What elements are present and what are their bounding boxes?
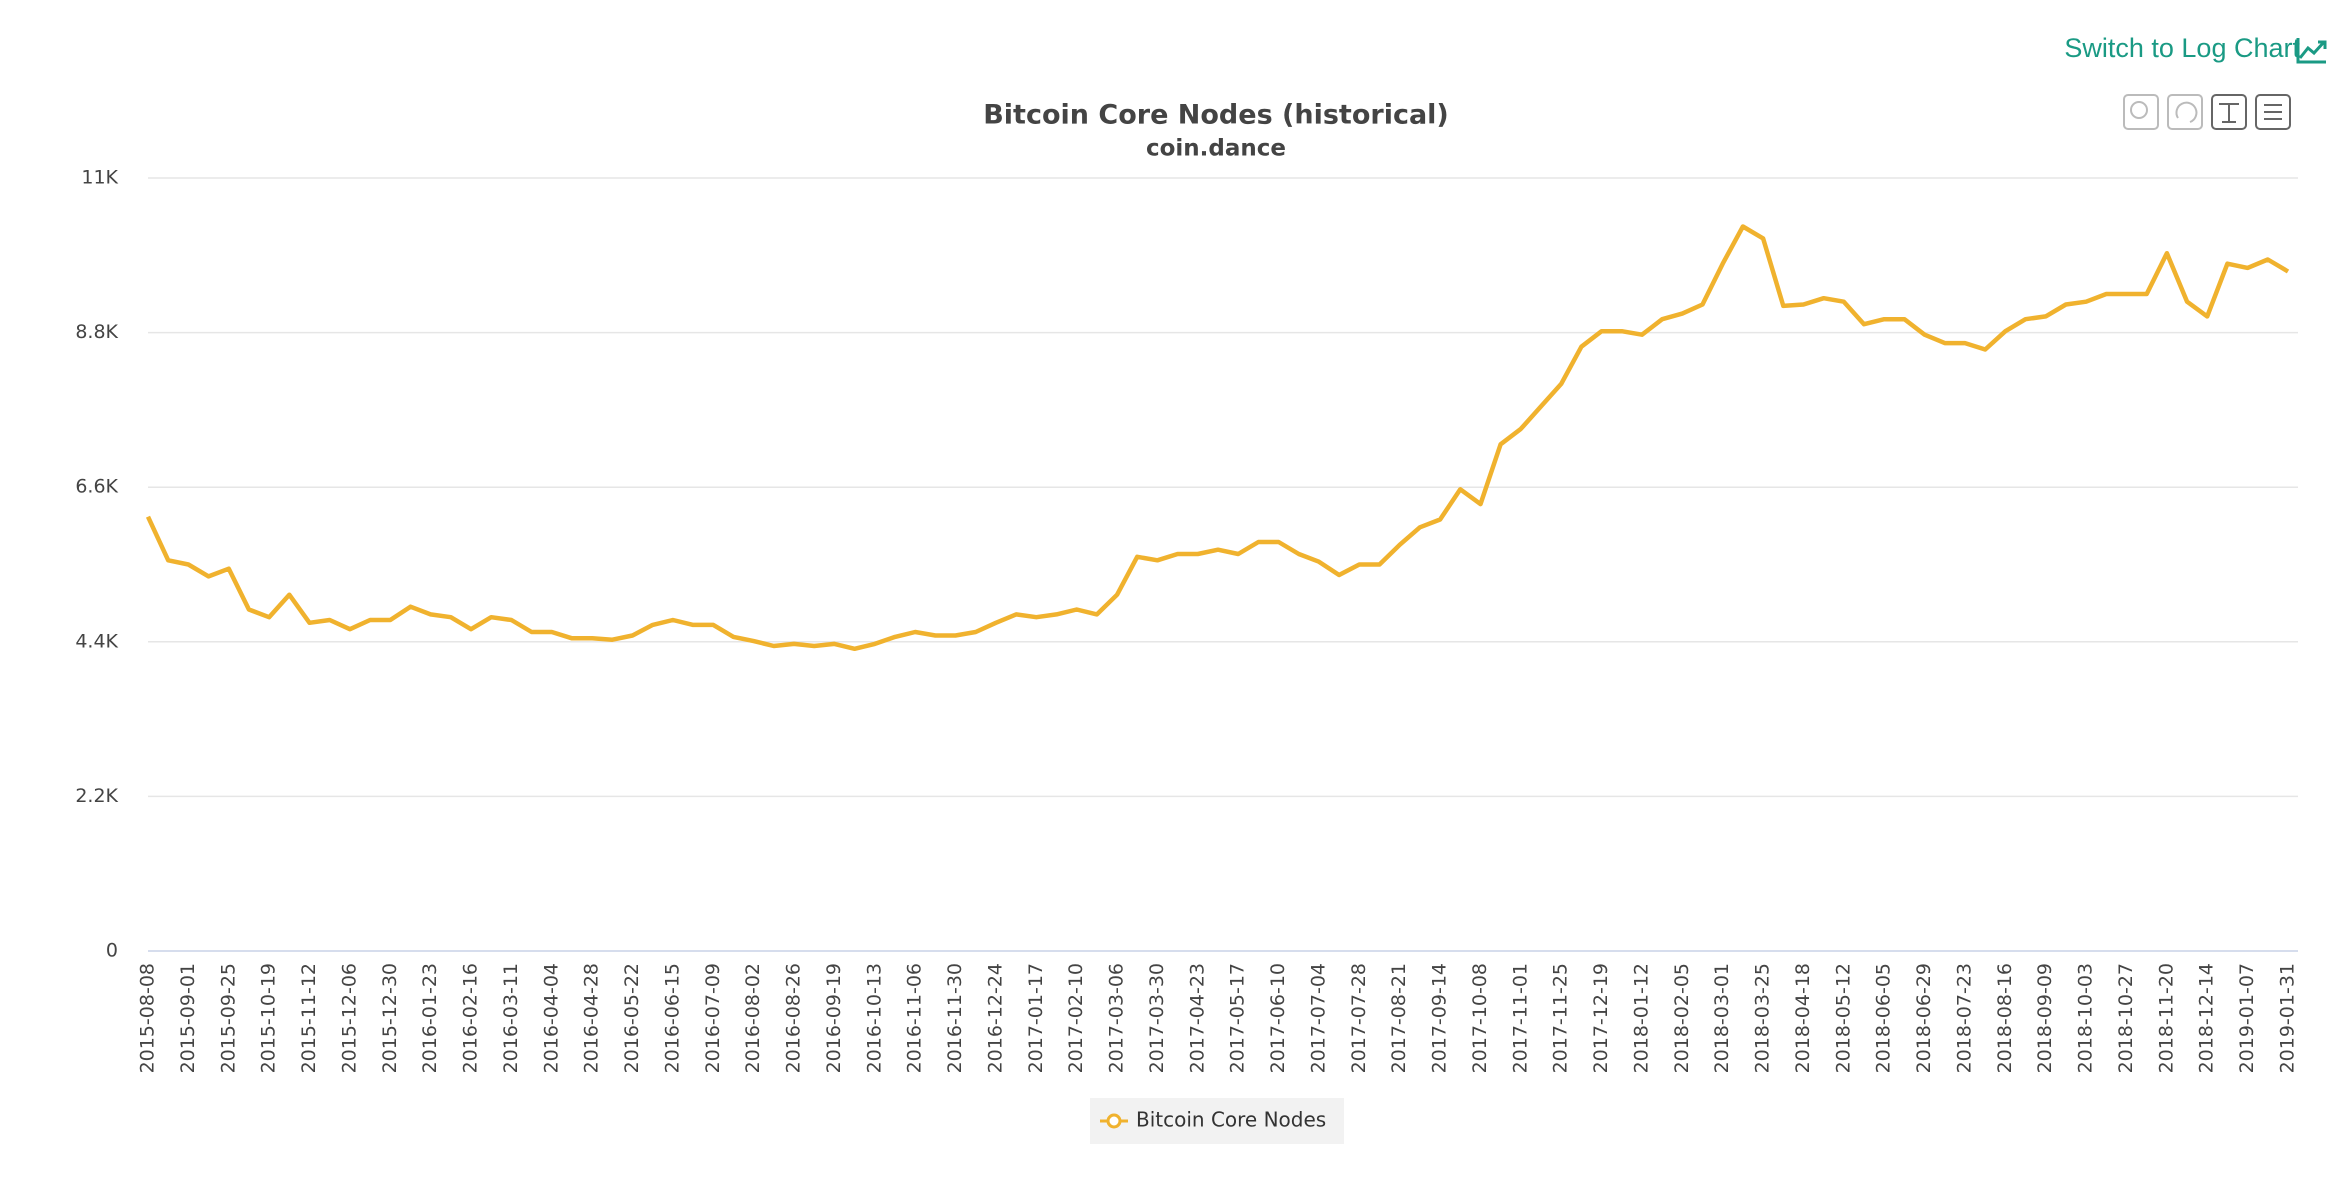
- x-tick-label: 2017-12-19: [1590, 963, 1612, 1073]
- x-tick-label: 2019-01-31: [2277, 963, 2299, 1073]
- x-tick-label: 2018-11-20: [2155, 963, 2177, 1073]
- x-tick-label: 2017-03-06: [1106, 963, 1128, 1073]
- x-tick-label: 2016-08-02: [742, 963, 764, 1073]
- x-tick-label: 2018-05-12: [1832, 963, 1854, 1073]
- x-tick-label: 2018-03-01: [1711, 963, 1733, 1073]
- y-tick-label: 2.2K: [75, 785, 118, 807]
- x-tick-label: 2017-07-04: [1307, 963, 1329, 1073]
- x-tick-label: 2019-01-07: [2236, 963, 2258, 1073]
- x-tick-label: 2017-11-25: [1550, 963, 1572, 1073]
- x-tick-label: 2015-11-12: [298, 963, 320, 1073]
- x-tick-label: 2018-01-12: [1630, 963, 1652, 1073]
- x-tick-label: 2017-03-30: [1146, 963, 1168, 1073]
- x-tick-label: 2016-03-11: [500, 963, 522, 1073]
- x-tick-label: 2015-08-08: [137, 963, 159, 1073]
- x-tick-label: 2018-08-16: [1994, 963, 2016, 1073]
- reset-icon: [2175, 101, 2198, 123]
- x-tick-label: 2018-09-09: [2034, 963, 2056, 1073]
- y-tick-label: 6.6K: [75, 476, 118, 498]
- x-tick-label: 2017-05-17: [1227, 963, 1249, 1073]
- x-tick-label: 2016-11-06: [904, 963, 926, 1073]
- y-tick-label: 4.4K: [75, 630, 118, 652]
- x-tick-label: 2015-12-30: [379, 963, 401, 1073]
- x-tick-label: 2017-08-21: [1388, 963, 1410, 1073]
- x-tick-label: 2015-09-01: [177, 963, 199, 1073]
- x-tick-label: 2018-06-05: [1873, 963, 1895, 1073]
- x-tick-label: 2016-01-23: [419, 963, 441, 1073]
- zoom-icon: [2130, 101, 2148, 119]
- x-tick-label: 2016-02-16: [460, 963, 482, 1073]
- x-tick-label: 2016-06-15: [661, 963, 683, 1073]
- x-tick-label: 2016-05-22: [621, 963, 643, 1073]
- x-tick-label: 2018-02-05: [1671, 963, 1693, 1073]
- x-tick-label: 2016-10-13: [863, 963, 885, 1073]
- toolbar: [2123, 94, 2291, 130]
- x-tick-label: 2018-03-25: [1752, 963, 1774, 1073]
- x-tick-label: 2017-02-10: [1065, 963, 1087, 1073]
- x-tick-label: 2016-04-04: [540, 963, 562, 1073]
- x-tick-label: 2018-06-29: [1913, 963, 1935, 1073]
- log-icon[interactable]: [2296, 38, 2327, 64]
- series-line: [145, 224, 2290, 652]
- y-tick-label: 11K: [81, 167, 118, 189]
- reset-button[interactable]: [2167, 94, 2203, 130]
- legend-label: Bitcoin Core Nodes: [1136, 1108, 1326, 1132]
- x-tick-label: 2015-09-25: [217, 963, 239, 1073]
- chart-subtitle: coin.dance: [1146, 136, 1286, 162]
- x-tick-label: 2018-04-18: [1792, 963, 1814, 1073]
- x-tick-label: 2018-12-14: [2196, 963, 2218, 1073]
- x-tick-label: 2015-10-19: [258, 963, 280, 1073]
- x-tick-label: 2016-09-19: [823, 963, 845, 1073]
- pan-button[interactable]: [2211, 94, 2247, 130]
- chart-title: Bitcoin Core Nodes (historical): [983, 100, 1449, 131]
- menu-button[interactable]: [2255, 94, 2291, 130]
- zoom-button[interactable]: [2123, 94, 2159, 130]
- pan-icon: [2219, 103, 2239, 123]
- y-tick-label: 0: [106, 940, 118, 962]
- x-tick-label: 2018-07-23: [1953, 963, 1975, 1073]
- x-tick-label: 2016-07-09: [702, 963, 724, 1073]
- x-tick-label: 2016-12-24: [984, 963, 1006, 1073]
- x-tick-label: 2017-06-10: [1267, 963, 1289, 1073]
- menu-icon: [2264, 104, 2282, 120]
- legend-marker: [1106, 1113, 1122, 1129]
- x-tick-label: 2017-01-17: [1025, 963, 1047, 1073]
- legend-box: [1090, 1098, 1344, 1144]
- x-tick-label: 2018-10-27: [2115, 963, 2137, 1073]
- x-tick-label: 2017-04-23: [1186, 963, 1208, 1073]
- log-switch[interactable]: Switch to Log Chart: [2064, 33, 2300, 63]
- y-tick-label: 8.8K: [75, 321, 118, 343]
- x-tick-label: 2016-11-30: [944, 963, 966, 1073]
- x-tick-label: 2017-11-01: [1509, 963, 1531, 1073]
- x-tick-label: 2017-07-28: [1348, 963, 1370, 1073]
- x-tick-label: 2015-12-06: [338, 963, 360, 1073]
- x-tick-label: 2016-08-26: [783, 963, 805, 1073]
- x-tick-label: 2017-10-08: [1469, 963, 1491, 1073]
- x-tick-label: 2016-04-28: [581, 963, 603, 1073]
- x-tick-label: 2018-10-03: [2075, 963, 2097, 1073]
- x-tick-label: 2017-09-14: [1429, 963, 1451, 1073]
